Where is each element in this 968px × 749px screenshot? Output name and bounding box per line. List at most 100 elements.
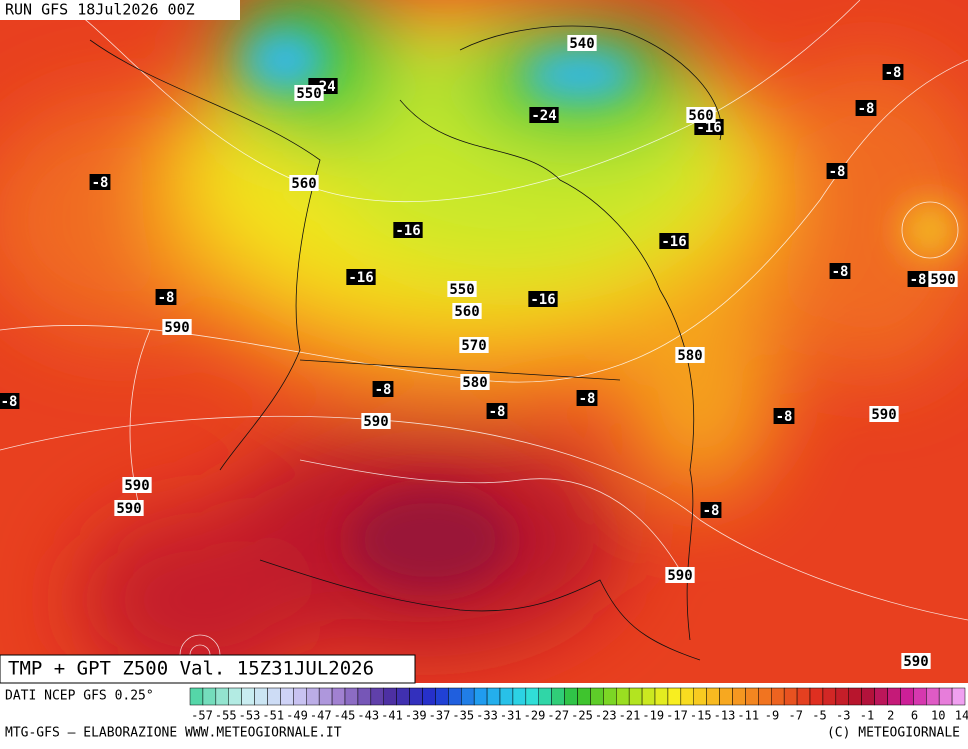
label-text: 580 <box>677 348 702 364</box>
height-contours <box>0 0 968 676</box>
label-box <box>162 319 192 335</box>
colorbar-label: 2 <box>887 709 894 723</box>
height-label: 590 <box>361 413 391 430</box>
colorbar-swatch <box>693 687 707 706</box>
height-label: 590 <box>114 500 144 517</box>
label-text: -8 <box>776 409 793 425</box>
colorbar-label: -19 <box>642 709 664 723</box>
label-box <box>486 403 508 419</box>
colorbar-swatch <box>758 687 772 706</box>
height-label: 540 <box>567 35 597 52</box>
colorbar-swatch <box>525 687 539 706</box>
label-box <box>826 163 848 179</box>
label-text: 550 <box>449 282 474 298</box>
label-box <box>393 222 423 238</box>
temperature-label: -8 <box>576 390 598 407</box>
colorbar-label: -17 <box>666 709 688 723</box>
label-text: 560 <box>291 176 316 192</box>
label-box <box>659 233 689 249</box>
label-text: -16 <box>348 270 373 286</box>
height-label: 590 <box>122 477 152 494</box>
temperature-label: -8 <box>907 271 929 288</box>
colorbar-swatch <box>267 687 281 706</box>
colorbar-label: -3 <box>836 709 850 723</box>
label-box <box>294 85 324 101</box>
colorbar-swatch <box>318 687 333 706</box>
height-label: 560 <box>452 303 482 320</box>
temperature-label: -8 <box>700 502 722 519</box>
label-text: -16 <box>395 223 420 239</box>
height-label: 560 <box>289 175 319 192</box>
label-text: 560 <box>454 304 479 320</box>
colorbar-swatch <box>848 687 862 706</box>
colorbar-swatch <box>538 687 552 706</box>
label-text: -8 <box>158 290 175 306</box>
colorbar-swatch <box>706 687 720 706</box>
label-text: 540 <box>569 36 594 52</box>
colorbar-swatch <box>616 687 630 706</box>
temperature-label: -8 <box>826 163 848 180</box>
label-text: 550 <box>296 86 321 102</box>
label-text: -8 <box>1 394 18 410</box>
label-text: -16 <box>530 292 555 308</box>
label-text: 590 <box>124 478 149 494</box>
colorbar-swatch <box>215 687 229 706</box>
colorbar-swatch <box>745 687 759 706</box>
label-text: -8 <box>910 272 927 288</box>
label-box <box>361 413 391 429</box>
colorbar-label: -25 <box>571 709 593 723</box>
colorbar: -57 -55 -53 -51 -49 -47 -45 -43 -41 -39 -37 -35 -33-… <box>189 687 968 723</box>
colorbar-swatch <box>202 687 217 706</box>
colorbar-label: -53 <box>239 709 261 723</box>
colorbar-swatch <box>564 687 578 706</box>
height-label: 590 <box>665 567 695 584</box>
temperature-label: -16 <box>659 233 689 250</box>
colorbar-swatch <box>331 687 346 706</box>
height-label: 590 <box>928 271 958 288</box>
colorbar-swatch <box>590 687 604 706</box>
label-text: -16 <box>696 120 721 136</box>
colorbar-swatch <box>396 687 410 706</box>
temperature-label: -16 <box>528 291 558 308</box>
label-text: -8 <box>703 503 720 519</box>
colorbar-swatch <box>951 687 966 706</box>
colorbar-label: -33 <box>476 709 498 723</box>
temperature-label: -8 <box>372 381 394 398</box>
label-text: 590 <box>871 407 896 423</box>
label-text: 590 <box>667 568 692 584</box>
colorbar-label: -43 <box>357 709 379 723</box>
colorbar-label: -13 <box>714 709 736 723</box>
label-text: 560 <box>688 108 713 124</box>
colorbar-swatch <box>809 687 824 706</box>
label-text: -8 <box>375 382 392 398</box>
label-box <box>528 291 558 307</box>
colorbar-swatch <box>473 687 488 706</box>
colorbar-swatch <box>641 687 656 706</box>
label-box <box>829 263 851 279</box>
temperature-label: -8 <box>829 263 851 280</box>
label-text: 570 <box>461 338 486 354</box>
colorbar-swatch <box>628 687 643 706</box>
colorbar-swatch <box>667 687 682 706</box>
colorbar-swatch <box>357 687 372 706</box>
colorbar-swatch <box>835 687 849 706</box>
colorbar-label: -45 <box>334 709 356 723</box>
colorbar-swatch <box>887 687 901 706</box>
colorbar-label: -35 <box>452 709 474 723</box>
colorbar-swatch <box>370 687 385 706</box>
colorbar-label: -31 <box>500 709 522 723</box>
temperature-label: -8 <box>89 174 111 191</box>
label-box <box>700 502 722 518</box>
temperature-field <box>0 0 968 683</box>
colorbar-label: -49 <box>286 709 308 723</box>
label-text: -8 <box>832 264 849 280</box>
label-box <box>928 271 958 287</box>
colorbar-swatch <box>822 687 837 706</box>
label-text: 580 <box>462 375 487 391</box>
height-label: 580 <box>675 347 705 364</box>
label-box <box>901 653 931 669</box>
height-label: 560 <box>686 107 716 124</box>
colorbar-swatch <box>900 687 914 706</box>
colorbar-swatch <box>938 687 953 706</box>
